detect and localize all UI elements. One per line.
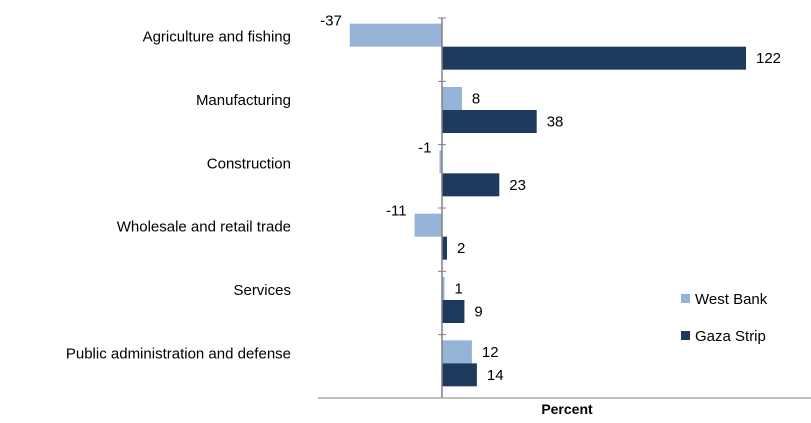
bar-west-bank xyxy=(414,213,442,237)
bar-west-bank xyxy=(442,87,462,110)
data-label-gaza-strip: 23 xyxy=(509,177,526,194)
category-label: Wholesale and retail trade xyxy=(117,219,291,236)
x-axis-title: Percent xyxy=(541,401,593,417)
category-label: Services xyxy=(233,282,291,299)
bar-gaza-strip xyxy=(442,173,500,197)
data-label-gaza-strip: 122 xyxy=(756,50,781,67)
category-label: Manufacturing xyxy=(196,92,291,109)
data-label-west-bank: -37 xyxy=(320,13,342,30)
axis-layer xyxy=(318,18,811,399)
data-label-gaza-strip: 2 xyxy=(457,240,465,257)
bar-gaza-strip xyxy=(442,110,537,133)
data-label-west-bank: -1 xyxy=(418,139,431,156)
category-label: Public administration and defense xyxy=(66,345,291,362)
legend-swatch-west-bank xyxy=(681,294,690,303)
legend-swatch-gaza-strip xyxy=(681,331,690,340)
category-label: Agriculture and fishing xyxy=(143,29,291,46)
bar-gaza-strip xyxy=(442,300,465,323)
legend: West Bank Gaza Strip xyxy=(681,291,768,345)
data-label-west-bank: 8 xyxy=(472,91,480,108)
legend-label-west-bank: West Bank xyxy=(695,291,768,308)
data-label-gaza-strip: 38 xyxy=(547,114,564,131)
data-label-west-bank: 1 xyxy=(454,281,462,298)
bar-west-bank xyxy=(349,23,442,47)
bar-west-bank xyxy=(442,277,445,300)
data-label-gaza-strip: 14 xyxy=(487,367,504,384)
bar-west-bank xyxy=(442,340,472,364)
bar-gaza-strip xyxy=(442,236,447,260)
bar-gaza-strip xyxy=(442,363,477,387)
data-label-west-bank: -11 xyxy=(386,203,407,220)
legend-label-gaza-strip: Gaza Strip xyxy=(695,328,766,345)
data-label-west-bank: 12 xyxy=(482,344,499,361)
labels-layer: Agriculture and fishing-37122Manufacturi… xyxy=(66,13,781,384)
bar-gaza-strip xyxy=(442,46,746,70)
bar-west-bank xyxy=(439,150,442,174)
data-label-gaza-strip: 9 xyxy=(474,304,482,321)
category-label: Construction xyxy=(207,155,291,172)
bars-layer xyxy=(349,17,746,399)
